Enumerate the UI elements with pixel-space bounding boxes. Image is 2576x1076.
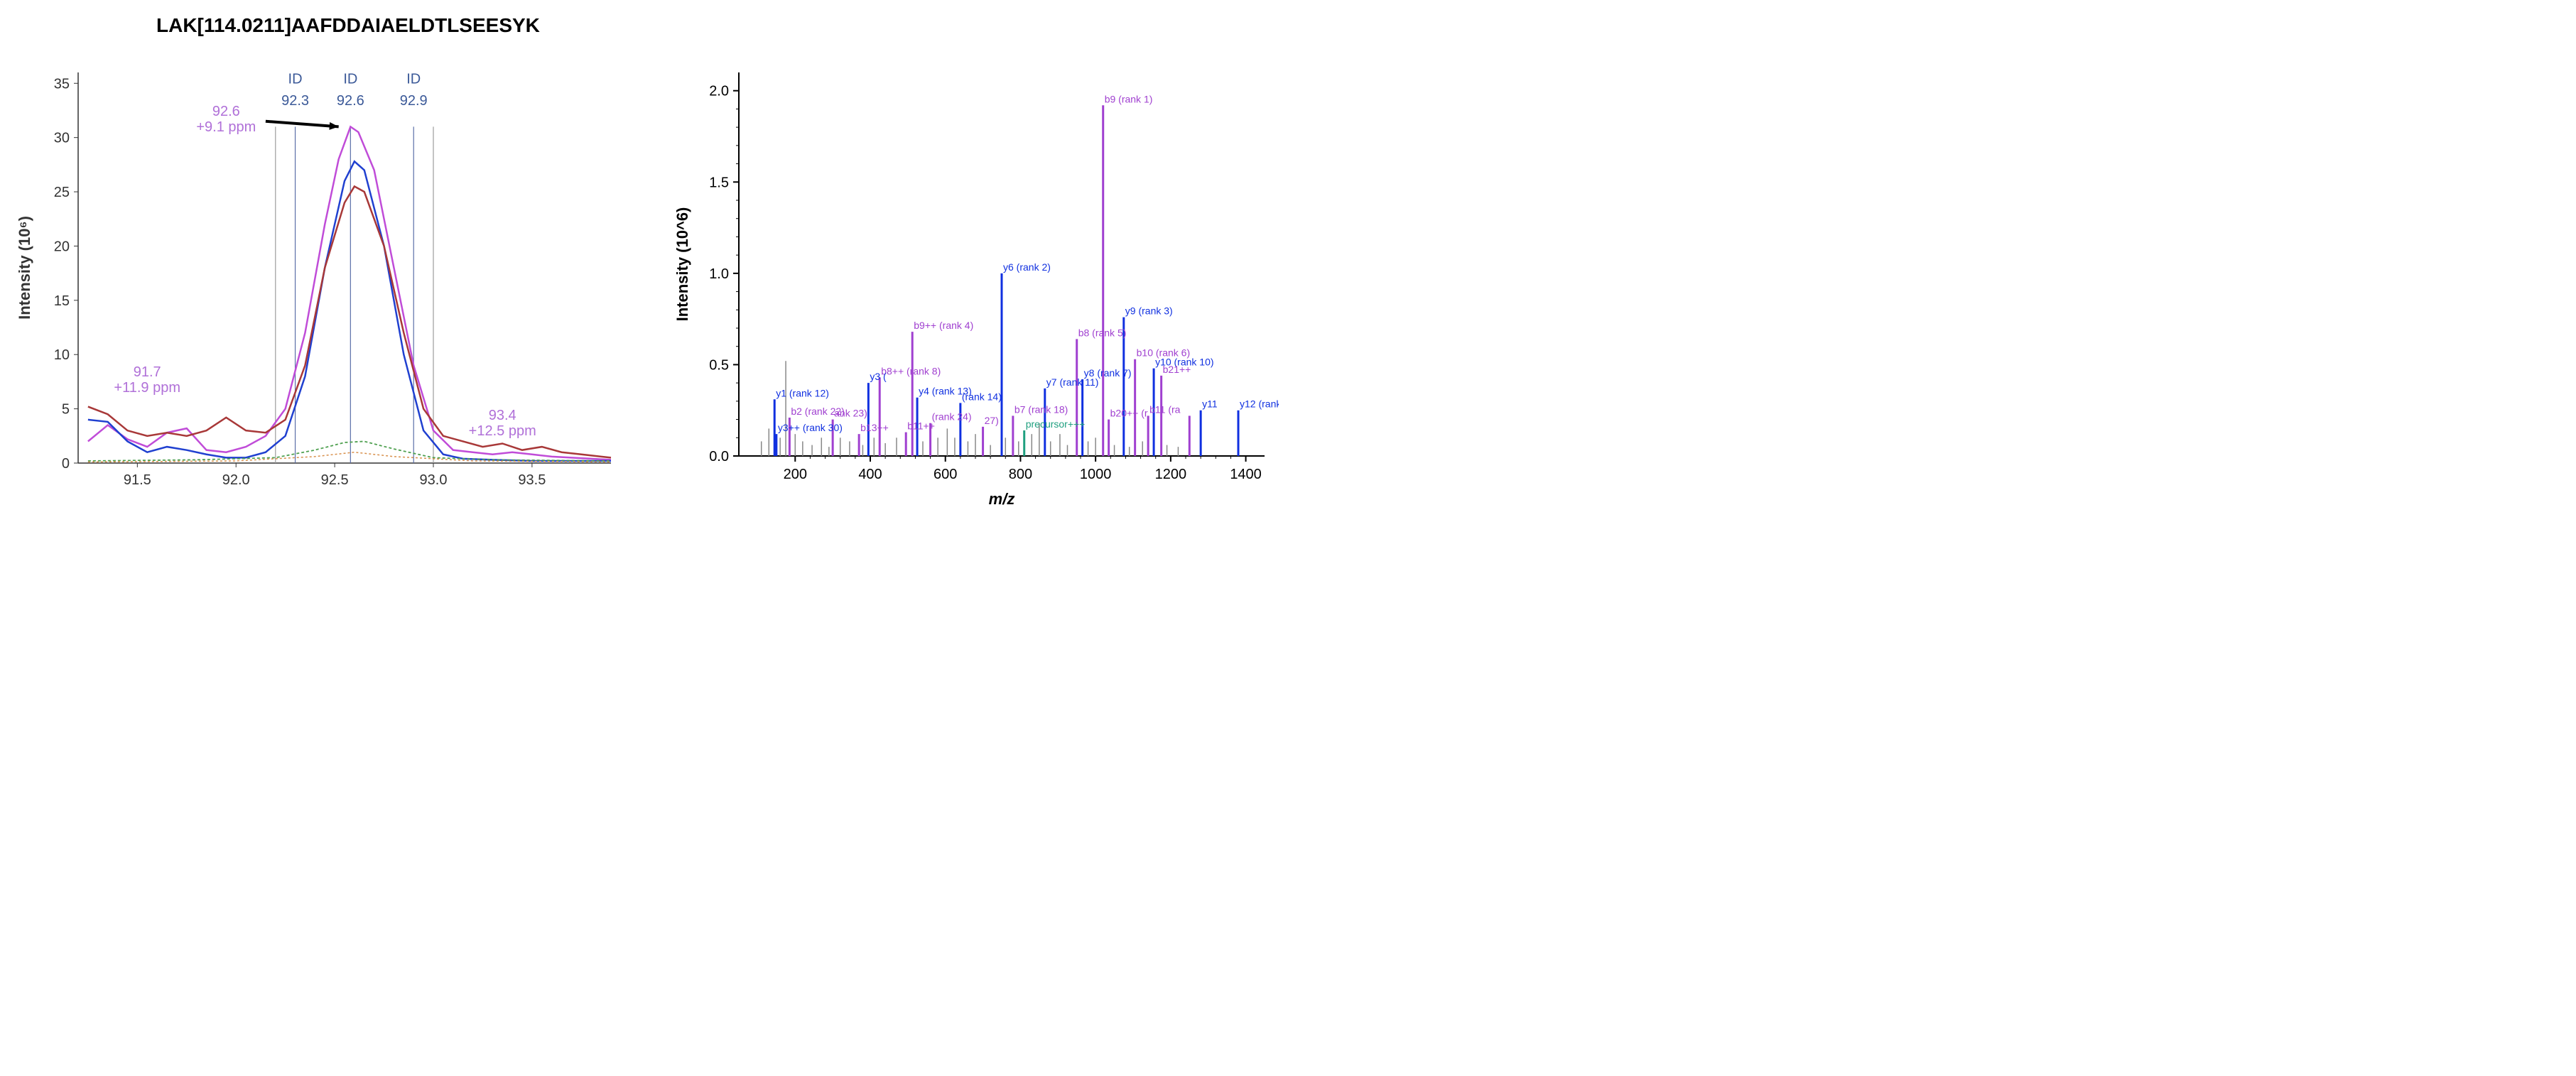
- svg-text:y11: y11: [1202, 398, 1218, 410]
- svg-text:27): 27): [985, 415, 999, 426]
- svg-text:15: 15: [54, 293, 70, 309]
- charts-container: 0 5 10 15 20 25 30 35 91.5 92.0 92.5 93.0 93.5 ID 92.3…: [14, 51, 2562, 516]
- svg-text:y3++ (rank 30): y3++ (rank 30): [778, 422, 843, 433]
- svg-text:92.5: 92.5: [321, 472, 349, 488]
- svg-text:Intensity (10⁶): Intensity (10⁶): [16, 216, 33, 320]
- svg-text:2.0: 2.0: [709, 84, 729, 99]
- svg-text:91.7: 91.7: [134, 364, 161, 380]
- svg-text:93.5: 93.5: [518, 472, 546, 488]
- chromatogram-panel: 0 5 10 15 20 25 30 35 91.5 92.0 92.5 93.0 93.5 ID 92.3…: [14, 51, 625, 516]
- svg-text:(rank 14): (rank 14): [962, 391, 1002, 402]
- svg-text:35: 35: [54, 76, 70, 92]
- svg-text:10: 10: [54, 347, 70, 363]
- svg-text:b20++ (r: b20++ (r: [1110, 408, 1148, 419]
- svg-text:0.0: 0.0: [709, 449, 729, 464]
- svg-text:92.3: 92.3: [281, 93, 309, 109]
- svg-text:91.5: 91.5: [124, 472, 151, 488]
- svg-text:b9++ (rank 4): b9++ (rank 4): [914, 320, 973, 331]
- svg-text:93.4: 93.4: [489, 408, 516, 423]
- svg-text:92.6: 92.6: [337, 93, 364, 109]
- svg-text:0.5: 0.5: [709, 357, 729, 373]
- svg-text:y9 (rank 3): y9 (rank 3): [1125, 305, 1173, 317]
- svg-text:200: 200: [784, 467, 807, 482]
- svg-text:1400: 1400: [1230, 467, 1262, 482]
- svg-text:600: 600: [933, 467, 957, 482]
- svg-text:precursor+++: precursor+++: [1026, 418, 1086, 430]
- svg-text:b11++: b11++: [907, 420, 935, 432]
- svg-text:92.9: 92.9: [400, 93, 428, 109]
- svg-text:b11 (ra: b11 (ra: [1149, 403, 1181, 415]
- svg-text:b21++: b21++: [1163, 364, 1191, 375]
- svg-text:92.0: 92.0: [222, 472, 250, 488]
- svg-text:y1 (rank 12): y1 (rank 12): [776, 387, 829, 398]
- chromatogram-chart: 0 5 10 15 20 25 30 35 91.5 92.0 92.5 93.0 93.5 ID 92.3…: [14, 51, 625, 513]
- svg-text:Intensity (10^6): Intensity (10^6): [673, 207, 691, 322]
- svg-text:+12.5 ppm: +12.5 ppm: [469, 423, 536, 439]
- svg-text:b8++ (rank 8): b8++ (rank 8): [881, 365, 941, 376]
- svg-text:b13++: b13++: [860, 422, 889, 433]
- svg-text:30: 30: [54, 131, 70, 146]
- svg-text:1.5: 1.5: [709, 175, 729, 190]
- svg-text:b9 (rank 1): b9 (rank 1): [1105, 93, 1153, 104]
- svg-text:400: 400: [858, 467, 882, 482]
- page-title: LAK[114.0211]AAFDDAIAELDTLSEESYK: [156, 14, 2562, 37]
- svg-text:0: 0: [62, 456, 70, 472]
- svg-text:b7 (rank 18): b7 (rank 18): [1014, 403, 1068, 415]
- svg-text:b8 (rank 5): b8 (rank 5): [1078, 327, 1127, 338]
- svg-text:+11.9 ppm: +11.9 ppm: [114, 380, 180, 396]
- spectrum-chart: 0.0 0.5 1.0 1.5 2.0 200 400 600 800 1000 1200 1400 b…: [668, 51, 1279, 513]
- svg-text:y12 (rank 16): y12 (rank 16): [1240, 398, 1279, 410]
- svg-text:1.0: 1.0: [709, 266, 729, 282]
- svg-text:1000: 1000: [1080, 467, 1112, 482]
- svg-text:25: 25: [54, 185, 70, 200]
- svg-text:(rank 24): (rank 24): [932, 411, 972, 423]
- svg-text:m/z: m/z: [989, 490, 1015, 508]
- svg-text:5: 5: [62, 402, 70, 418]
- svg-text:1200: 1200: [1155, 467, 1187, 482]
- svg-text:800: 800: [1009, 467, 1032, 482]
- svg-text:93.0: 93.0: [420, 472, 448, 488]
- svg-text:+9.1 ppm: +9.1 ppm: [196, 119, 256, 135]
- svg-text:ID: ID: [288, 71, 303, 87]
- svg-text:y3 (: y3 (: [870, 371, 887, 382]
- svg-text:92.6: 92.6: [212, 104, 240, 119]
- svg-text:ank 23): ank 23): [834, 408, 867, 419]
- svg-text:ID: ID: [406, 71, 421, 87]
- svg-text:ID: ID: [343, 71, 357, 87]
- svg-text:y7 (rank 11): y7 (rank 11): [1046, 376, 1099, 388]
- spectrum-panel: 0.0 0.5 1.0 1.5 2.0 200 400 600 800 1000 1200 1400 b…: [668, 51, 1279, 516]
- svg-text:20: 20: [54, 239, 70, 254]
- svg-text:y6 (rank 2): y6 (rank 2): [1003, 261, 1051, 273]
